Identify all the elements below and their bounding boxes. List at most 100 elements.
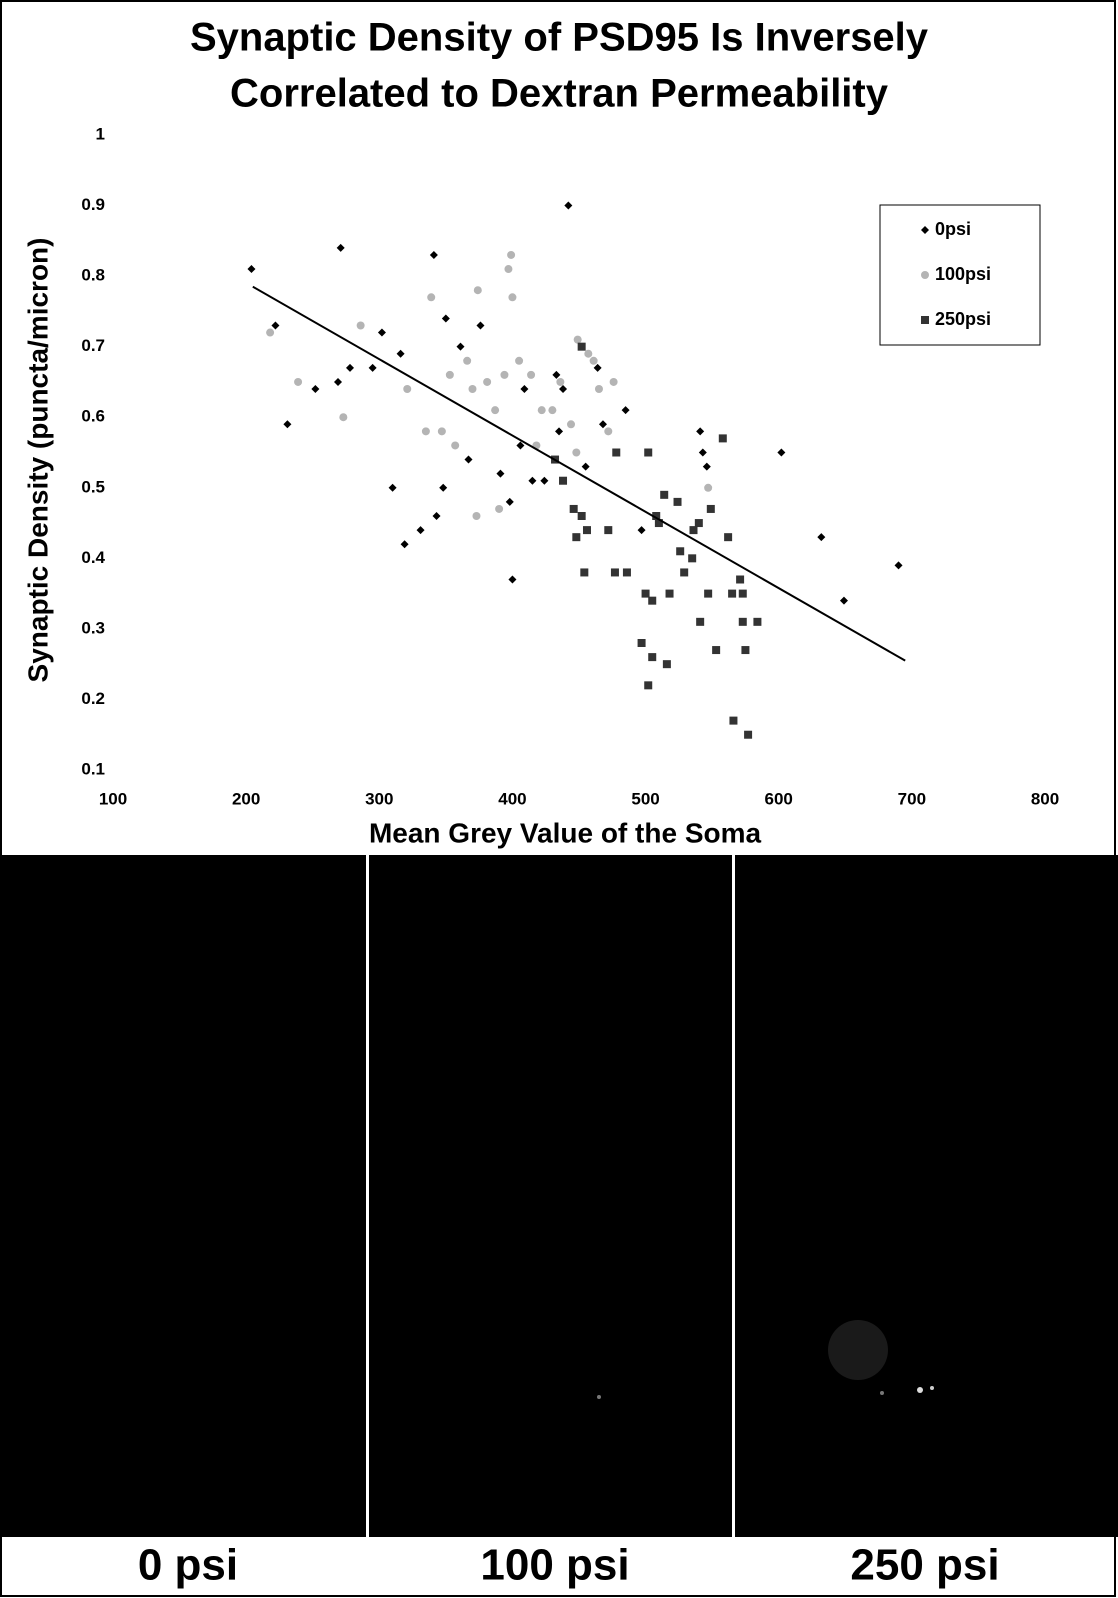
panel-label: 250 psi [850,1541,999,1590]
marker [445,370,454,379]
marker [580,568,589,577]
speck [828,1320,888,1380]
marker [483,377,492,386]
marker [577,512,586,520]
marker [504,265,513,274]
marker [473,286,482,295]
marker [572,448,581,457]
marker [572,533,581,542]
marker [652,512,661,520]
speck [880,1391,884,1395]
y-tick-label: 0.8 [81,266,105,285]
panel-divider [366,855,369,1537]
marker [637,526,646,535]
marker [555,427,564,436]
marker [528,476,537,485]
marker [559,385,568,393]
marker [581,462,590,471]
marker [472,512,481,520]
marker [921,316,929,324]
marker [345,363,354,372]
marker [451,441,460,450]
x-tick-label: 200 [232,789,260,808]
marker [491,406,500,415]
marker [564,201,573,210]
marker [516,441,525,450]
marker [515,356,524,365]
marker [641,589,650,598]
panel-label: 100 psi [480,1541,629,1590]
marker [582,526,591,535]
marker [612,448,621,457]
marker [712,646,721,655]
marker [689,526,698,535]
marker [589,356,598,365]
y-tick-label: 0.1 [81,759,105,778]
marker [584,349,593,358]
marker [593,363,602,372]
x-tick-label: 600 [765,789,793,808]
marker [704,483,713,492]
marker [777,448,786,457]
marker [648,653,657,662]
marker [839,596,848,605]
marker [456,342,465,351]
marker [567,420,576,429]
marker [508,575,517,584]
marker [500,370,509,379]
marker [698,448,707,457]
marker [696,427,705,436]
marker [468,385,477,393]
marker [704,589,713,598]
chart-title: Synaptic Density of PSD95 Is Inversely [190,16,929,60]
legend-label: 100psi [935,264,991,284]
marker [604,427,613,436]
panel-divider [732,855,735,1537]
y-tick-label: 0.6 [81,407,105,426]
panel-label: 0 psi [138,1541,238,1590]
marker [696,617,705,626]
y-tick-label: 0.3 [81,618,105,637]
marker [403,385,412,393]
speck [597,1395,601,1399]
marker [556,377,565,386]
marker [540,476,549,485]
marker [706,504,715,513]
y-tick-label: 1 [96,124,105,143]
marker [427,293,436,302]
marker [429,250,438,259]
marker [660,490,669,499]
marker [247,265,256,274]
marker [648,596,657,605]
marker [609,377,618,386]
x-tick-label: 100 [99,789,127,808]
marker [377,328,386,337]
marker [441,314,450,323]
x-tick-label: 300 [365,789,393,808]
speck [930,1386,934,1390]
marker [662,660,671,669]
marker [505,497,514,506]
marker [548,406,557,415]
legend-label: 0psi [935,219,971,239]
marker [610,568,619,577]
marker [673,497,682,506]
micrograph-specks [597,1320,934,1399]
marker [520,385,529,393]
marker [552,370,561,379]
marker [396,349,405,358]
y-axis-label: Synaptic Density (puncta/micron) [22,238,53,683]
marker [741,646,750,655]
marker [744,730,753,739]
marker [654,519,663,528]
marker [604,526,613,535]
marker [753,617,762,626]
marker [311,385,320,393]
marker [537,406,546,415]
y-tick-label: 0.2 [81,689,105,708]
trendline [252,285,906,662]
marker [432,512,441,520]
